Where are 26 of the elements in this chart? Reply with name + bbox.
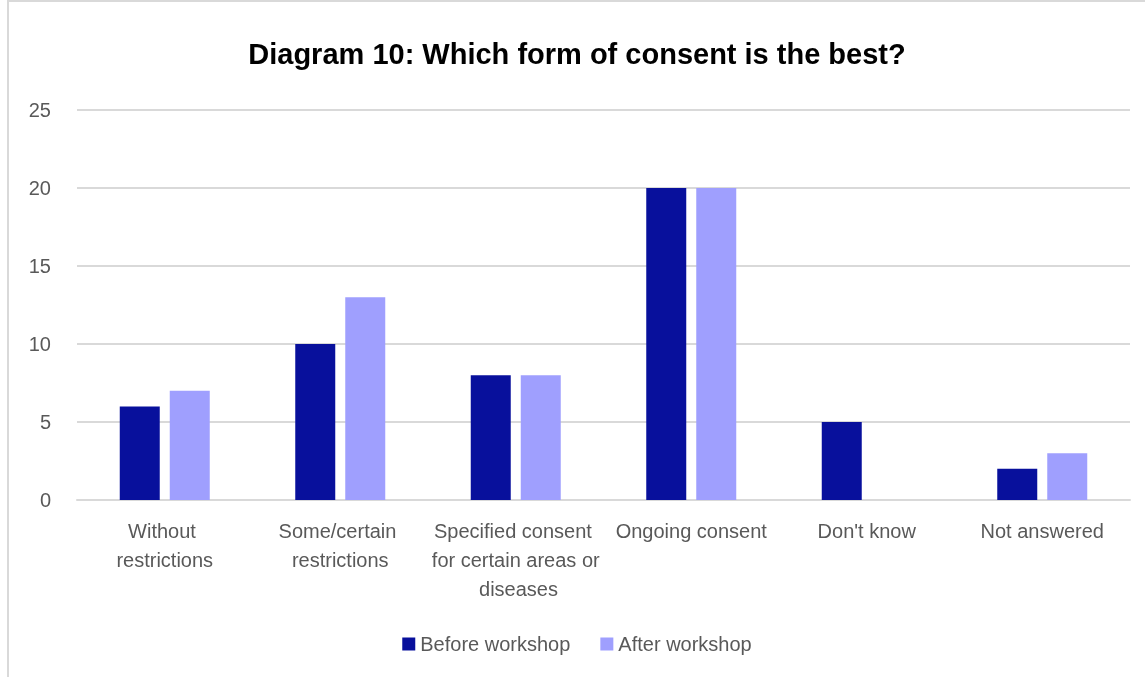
x-tick-label: Ongoing consent xyxy=(615,519,768,542)
bar xyxy=(295,344,336,500)
y-tick-label: 20 xyxy=(28,177,51,199)
bar xyxy=(470,375,511,500)
y-tick-label: 0 xyxy=(39,489,51,511)
x-tick-label: Specified consent for certain areas or diseases xyxy=(431,519,601,600)
bar xyxy=(520,375,561,500)
y-tick-label: 10 xyxy=(28,333,51,355)
x-tick-label: Some/certain restrictions xyxy=(278,519,402,571)
bar xyxy=(997,468,1038,500)
bar xyxy=(169,390,210,500)
bar xyxy=(119,406,160,500)
x-tick-label: Don't know xyxy=(817,519,917,542)
bar xyxy=(646,188,687,500)
bar xyxy=(821,422,862,500)
legend-label: After workshop xyxy=(618,633,752,655)
x-tick-label: Without restrictions xyxy=(116,519,214,571)
bar xyxy=(345,297,386,500)
x-tick-label: Not answered xyxy=(980,519,1104,542)
bar xyxy=(1047,453,1088,500)
legend-label: Before workshop xyxy=(420,633,571,655)
bar xyxy=(696,188,737,500)
y-tick-label: 25 xyxy=(28,99,51,121)
chart-title: Diagram 10: Which form of consent is the best? xyxy=(248,37,906,70)
y-tick-label: 15 xyxy=(28,255,51,277)
y-tick-label: 5 xyxy=(39,411,51,433)
